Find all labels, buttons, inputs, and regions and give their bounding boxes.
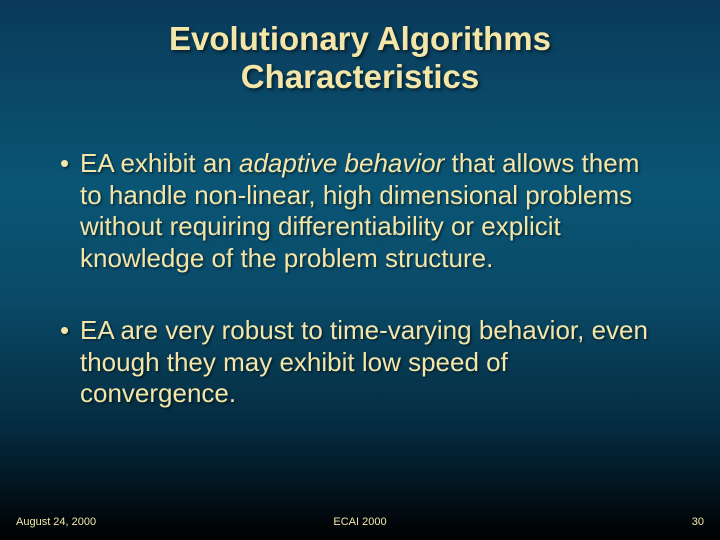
slide-footer: August 24, 2000 ECAI 2000 30 bbox=[0, 508, 720, 528]
slide: Evolutionary Algorithms Characteristics … bbox=[0, 0, 720, 540]
bullet-text-segment: adaptive behavior bbox=[239, 148, 444, 178]
bullet-item: • EA are very robust to time-varying beh… bbox=[60, 315, 665, 410]
bullet-item: • EA exhibit an adaptive behavior that a… bbox=[60, 148, 665, 275]
bullet-dot-icon: • bbox=[60, 148, 69, 180]
title-line-1: Evolutionary Algorithms bbox=[169, 20, 551, 57]
title-line-2: Characteristics bbox=[241, 58, 479, 95]
bullet-text-segment: EA are very robust to time-varying behav… bbox=[80, 315, 648, 408]
footer-venue: ECAI 2000 bbox=[0, 516, 720, 528]
footer-page-number: 30 bbox=[692, 516, 704, 528]
slide-body: • EA exhibit an adaptive behavior that a… bbox=[60, 148, 665, 450]
bullet-dot-icon: • bbox=[60, 315, 69, 347]
bullet-text-segment: EA exhibit an bbox=[80, 148, 239, 178]
slide-title: Evolutionary Algorithms Characteristics bbox=[0, 20, 720, 96]
